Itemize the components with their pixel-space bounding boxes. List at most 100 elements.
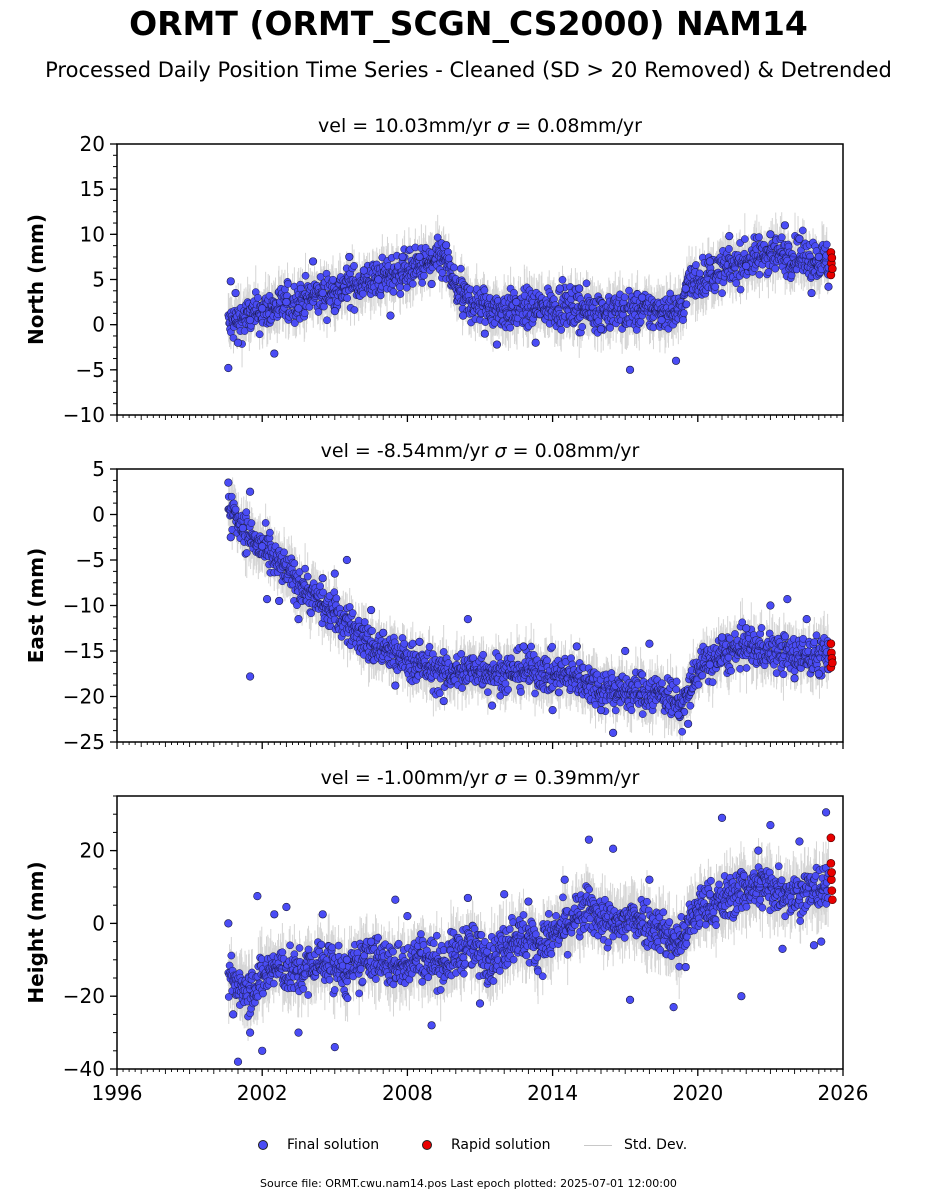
final-point [408,639,417,648]
final-point [575,284,584,293]
daily-cloud [224,226,833,348]
y-tick-label: −5 [76,358,105,382]
final-point [231,288,240,298]
final-point [458,311,468,320]
final-point [261,519,270,527]
final-point [764,268,773,276]
final-point [427,279,436,289]
final-point [740,235,749,243]
final-point [458,684,466,692]
final-point [680,309,688,318]
final-point [396,290,405,298]
final-point [679,316,687,324]
final-point [396,283,404,291]
final-point [233,338,243,347]
final-point [625,365,635,374]
final-point [231,505,240,514]
final-point [636,318,645,326]
plot-data [224,477,837,742]
final-point [389,288,398,296]
final-point [350,262,358,270]
final-point [557,326,566,334]
final-point [725,245,733,253]
final-point [280,548,288,557]
final-point [638,293,647,302]
x-axis [116,415,844,422]
final-point [531,338,540,347]
final-point [293,601,301,610]
final-point [657,316,666,325]
y-tick-label: −10 [63,403,105,427]
final-point [822,240,831,249]
final-point [444,254,453,263]
final-point [736,285,745,294]
final-point [755,233,763,241]
final-point [795,234,804,243]
y-axis: −10 −5 0 5 10 15 20 North (mm) [24,132,117,427]
final-point [255,330,264,339]
final-point [266,528,274,537]
rapid-point [828,264,837,273]
final-point [671,356,681,365]
final-point [506,323,515,332]
final-point [318,288,327,298]
final-point [420,271,428,280]
final-point [400,639,409,648]
final-point [824,282,833,291]
final-point [246,316,255,325]
final-points [224,221,833,374]
final-point [332,594,341,603]
trend-core [227,251,829,326]
panel-title: vel = -8.54mm/yr σ = 0.08mm/yr [321,440,640,462]
final-point [386,311,395,320]
final-point [300,309,309,318]
final-point [359,266,368,275]
final-point [620,293,629,302]
final-point [290,319,299,327]
y-tick-label: 20 [80,132,105,156]
final-point [695,269,704,278]
final-point [323,316,331,325]
final-point [692,261,700,269]
final-point [681,284,690,293]
final-point [314,308,323,316]
final-point [807,288,816,298]
final-point [330,307,339,316]
final-point [242,508,251,517]
final-point [442,241,451,250]
chart-title: ORMT (ORMT_SCGN_CS2000) NAM14 [129,4,808,43]
final-point [227,492,236,501]
final-point [254,293,262,302]
final-point [682,300,691,309]
final-point [742,261,751,271]
final-point [418,279,427,287]
final-point [780,221,790,230]
final-point [224,363,233,373]
final-point [270,349,279,358]
y-tick-label: 15 [80,177,105,201]
final-point [376,291,385,300]
final-point [777,233,786,242]
panel-north: vel = 10.03mm/yr σ = 0.08mm/yr −10 −5 0 5 10 1… [24,115,844,427]
final-point [343,294,352,302]
chart-subtitle: Processed Daily Position Time Series - C… [45,58,892,82]
y-tick-label: 5 [92,268,105,292]
final-point [582,279,591,288]
final-point [766,230,775,239]
rapid-points [826,248,837,280]
final-point [457,650,466,658]
y-tick-label: 10 [80,222,105,246]
final-point [345,252,354,262]
plots-area: vel = 10.03mm/yr σ = 0.08mm/yr −10 −5 0 5 10 1… [24,115,868,1105]
final-point [555,284,564,293]
final-point [725,232,734,241]
final-point [711,283,720,291]
final-point [368,626,376,635]
final-point [512,297,521,307]
final-point [226,277,235,286]
y-axis-label: North (mm) [24,214,48,345]
final-point [425,642,434,651]
final-point [705,257,715,266]
final-point [402,283,411,292]
final-point [301,271,310,280]
